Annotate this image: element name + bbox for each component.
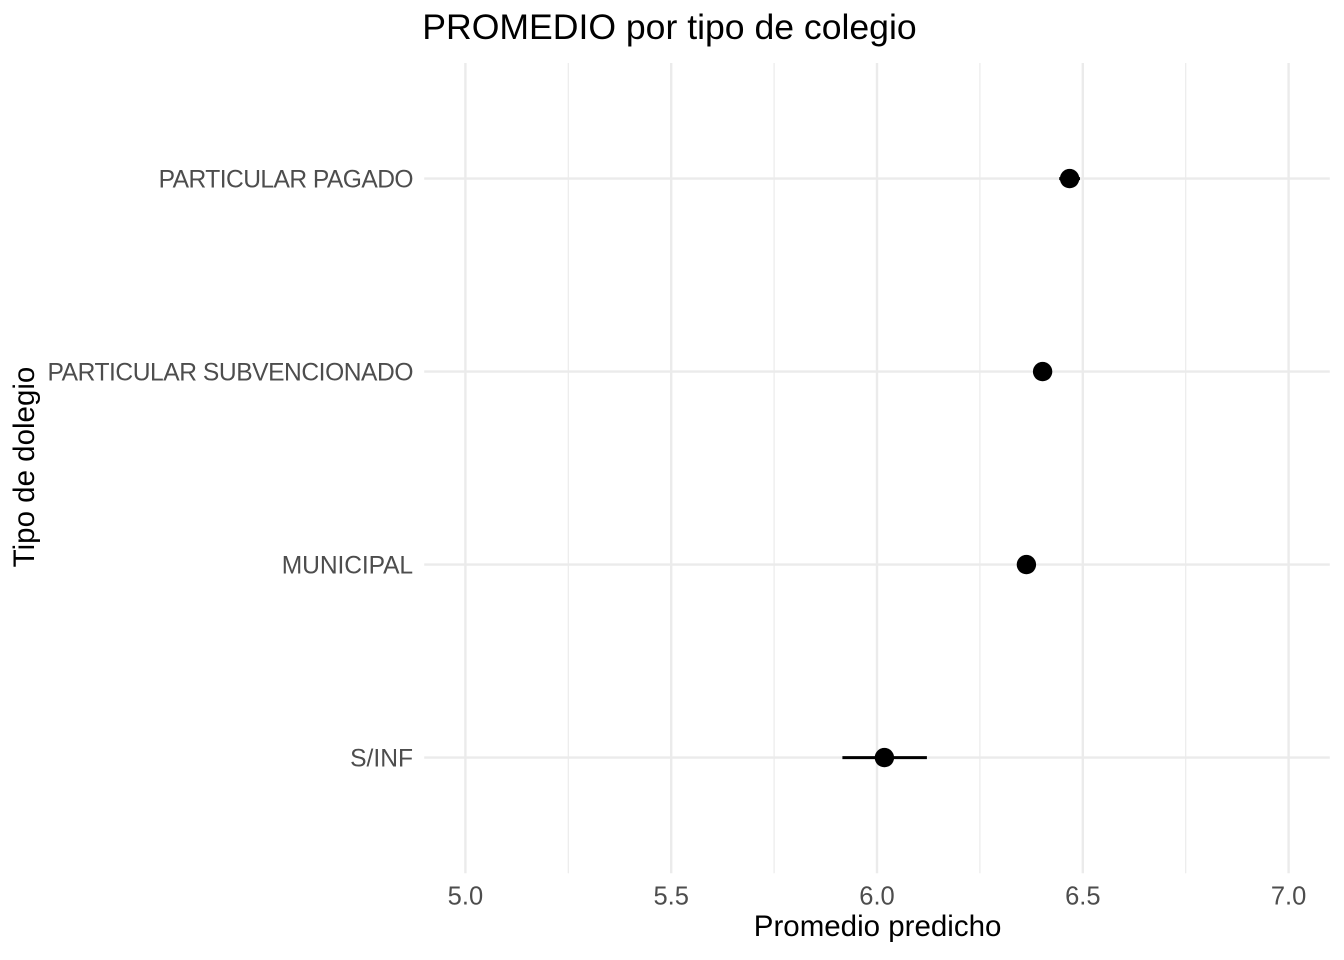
svg-text:5.5: 5.5 xyxy=(653,883,688,911)
svg-text:5.0: 5.0 xyxy=(448,883,483,911)
svg-text:7.0: 7.0 xyxy=(1271,883,1306,911)
svg-text:PARTICULAR PAGADO: PARTICULAR PAGADO xyxy=(159,166,413,193)
svg-text:S/INF: S/INF xyxy=(350,745,413,772)
svg-text:MUNICIPAL: MUNICIPAL xyxy=(282,552,413,579)
svg-text:Promedio predicho: Promedio predicho xyxy=(754,910,1002,943)
svg-text:Tipo de dolegio: Tipo de dolegio xyxy=(8,367,41,568)
svg-text:PARTICULAR SUBVENCIONADO: PARTICULAR SUBVENCIONADO xyxy=(48,359,413,386)
svg-text:6.0: 6.0 xyxy=(859,883,894,911)
svg-text:PROMEDIO por tipo de colegio: PROMEDIO por tipo de colegio xyxy=(422,7,916,47)
svg-text:6.5: 6.5 xyxy=(1065,883,1100,911)
